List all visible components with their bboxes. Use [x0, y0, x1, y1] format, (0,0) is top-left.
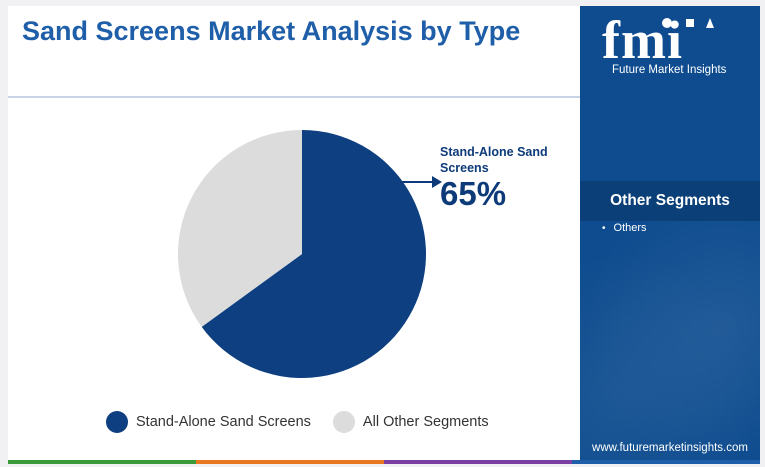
segments-title: Other Segments [610, 192, 730, 209]
bottom-bar-purple [384, 460, 572, 464]
bullet-icon: • [602, 222, 606, 234]
chart-legend: Stand-Alone Sand Screens All Other Segme… [106, 409, 511, 435]
chart-card: Sand Screens Market Analysis by Type Sta… [8, 6, 760, 464]
logo-person-icon [662, 18, 672, 28]
bottom-bar-green [8, 460, 196, 464]
segment-label: Others [613, 222, 647, 234]
bottom-bar-orange [196, 460, 384, 464]
callout-arrow-head [432, 176, 442, 188]
logo-subtitle: Future Market Insights [612, 64, 727, 76]
legend-item-other: All Other Segments [332, 411, 489, 433]
side-panel: fmi Future Market Insights Other Segment… [580, 6, 760, 464]
pie-chart [178, 130, 442, 378]
bottom-color-bar [8, 460, 760, 464]
pie-slices [178, 130, 426, 378]
legend-swatch-other [332, 411, 355, 433]
segments-header: Other Segments [580, 181, 760, 221]
callout-arrow [400, 176, 442, 188]
title-divider [8, 96, 580, 98]
callout-value: 65% [440, 175, 507, 212]
legend-item-stand-alone: Stand-Alone Sand Screens [106, 411, 311, 433]
logo-growth-icon [706, 18, 714, 28]
legend-swatch-stand-alone [106, 411, 128, 433]
logo-chart-icon [686, 19, 694, 27]
pie-slice-stand-alone [201, 130, 426, 378]
segments-list: • Others [602, 222, 752, 234]
callout-label: Stand-Alone Sand Screens [440, 145, 548, 175]
segment-item: • Others [602, 222, 752, 234]
fmi-logo: fmi Future Market Insights [602, 10, 742, 96]
website-url[interactable]: www.futuremarketinsights.com [592, 442, 748, 454]
legend-label: Stand-Alone Sand Screens [136, 414, 311, 430]
fmi-logo-mark: fmi [602, 10, 714, 70]
legend-label: All Other Segments [362, 414, 489, 430]
chart-title: Sand Screens Market Analysis by Type [22, 16, 521, 46]
pie-slice-other [178, 130, 302, 327]
bottom-bar-blue [572, 460, 760, 464]
